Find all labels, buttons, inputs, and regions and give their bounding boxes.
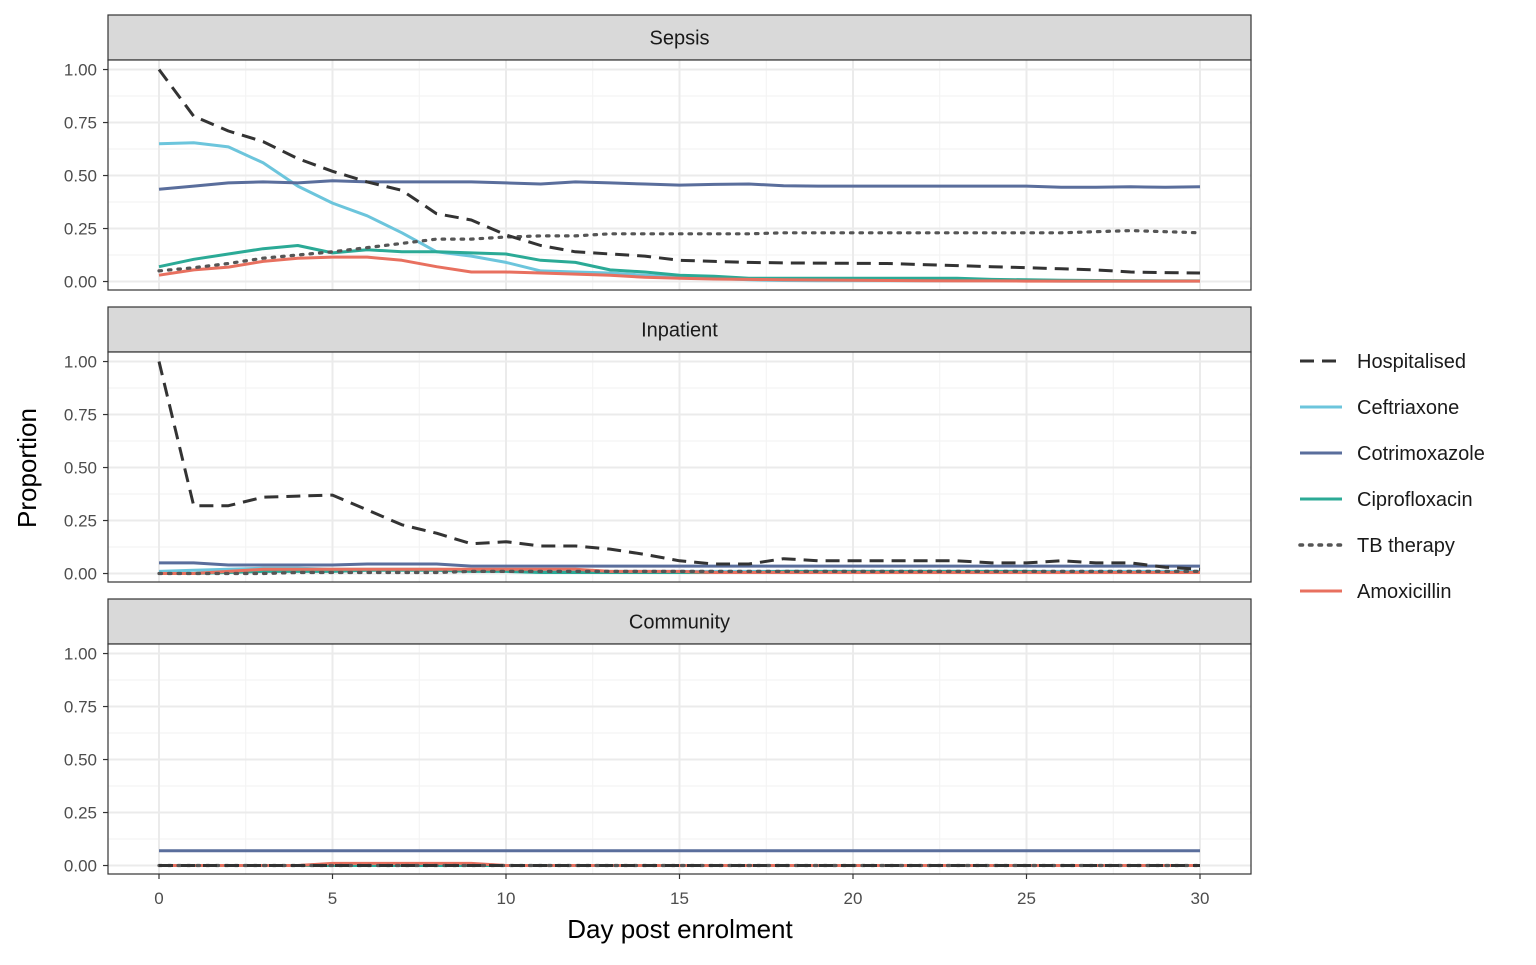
series-line-tb-therapy: [157, 229, 1202, 273]
legend-item-tb-therapy: TB therapy: [1298, 535, 1455, 557]
legend-label: Cotrimoxazole: [1357, 443, 1485, 465]
y-tick-label: 0.25: [64, 512, 97, 531]
y-tick-label: 0.00: [64, 857, 97, 876]
series-line-cotrimoxazole: [158, 179, 1201, 191]
legend-item-amoxicillin: Amoxicillin: [1300, 581, 1451, 603]
y-tick-label: 0.50: [64, 751, 97, 770]
panel-title: Community: [629, 612, 730, 634]
legend-item-ciprofloxacin: Ciprofloxacin: [1300, 489, 1473, 511]
y-tick-label: 0.00: [64, 273, 97, 292]
legend-item-ceftriaxone: Ceftriaxone: [1300, 397, 1459, 419]
legend: Hospitalised Ceftriaxone Cotrimoxazole Cipr…: [1298, 351, 1485, 603]
series-layer: [157, 68, 1202, 283]
legend-label: Ciprofloxacin: [1357, 489, 1473, 511]
x-tick-label: 30: [1191, 889, 1210, 908]
legend-label: Amoxicillin: [1357, 581, 1451, 603]
x-tick-label: 25: [1017, 889, 1036, 908]
series-line-amoxicillin: [158, 255, 1200, 283]
series-line-hospitalised: [157, 68, 1201, 275]
x-tick-label: 15: [670, 889, 689, 908]
legend-label: Hospitalised: [1357, 351, 1466, 373]
panel-strip: [107, 598, 1252, 645]
y-tick-label: 1.00: [64, 645, 97, 664]
legend-item-cotrimoxazole: Cotrimoxazole: [1300, 443, 1485, 465]
panels-layer: Sepsis 0.00 0.25 0.50 0.75 1.00 Inpatient 0.00 0…: [64, 14, 1252, 908]
y-tick-label: 0.50: [64, 459, 97, 478]
y-tick-label: 0.25: [64, 220, 97, 239]
x-tick-label: 5: [328, 889, 337, 908]
legend-label: TB therapy: [1357, 535, 1455, 557]
y-tick-label: 0.00: [64, 565, 97, 584]
y-tick-label: 1.00: [64, 61, 97, 80]
y-axis-title: Proportion: [12, 408, 42, 528]
series-line-hospitalised: [157, 361, 1201, 571]
y-tick-label: 0.75: [64, 114, 97, 133]
panel-sepsis: Sepsis 0.00 0.25 0.50 0.75 1.00: [64, 14, 1252, 292]
y-tick-label: 0.75: [64, 406, 97, 425]
panel-strip: [107, 14, 1252, 61]
series-line-cotrimoxazole: [159, 561, 1200, 568]
panel-title: Inpatient: [641, 320, 718, 342]
legend-label: Ceftriaxone: [1357, 397, 1459, 419]
panel-title: Sepsis: [649, 28, 709, 50]
legend-item-hospitalised: Hospitalised: [1300, 351, 1466, 373]
series-line-tb-therapy: [157, 569, 1202, 576]
y-tick-label: 0.50: [64, 167, 97, 186]
series-layer: [157, 361, 1202, 576]
x-tick-label: 10: [497, 889, 516, 908]
panel-community: Community 0.00 0.25 0.50 0.75 1.00 0 5 10 15 20 25 3…: [64, 598, 1252, 908]
y-tick-label: 0.75: [64, 698, 97, 717]
series-layer: [157, 849, 1202, 868]
panel-inpatient: Inpatient 0.00 0.25 0.50 0.75 1.00: [64, 306, 1252, 584]
x-tick-label: 0: [154, 889, 163, 908]
x-tick-label: 20: [844, 889, 863, 908]
x-axis-title: Day post enrolment: [567, 914, 793, 944]
y-tick-label: 1.00: [64, 353, 97, 372]
y-tick-label: 0.25: [64, 804, 97, 823]
